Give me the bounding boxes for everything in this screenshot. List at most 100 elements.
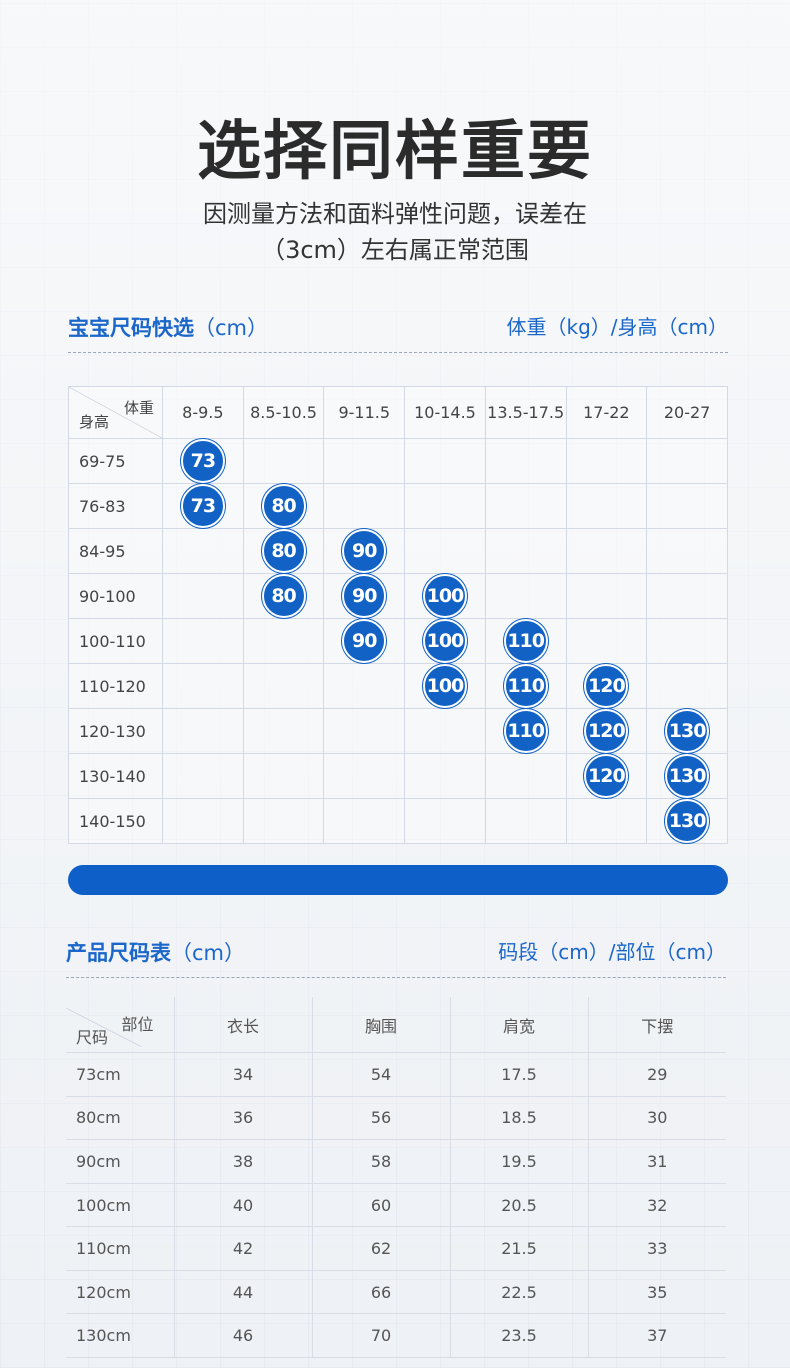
size-badge[interactable]: 90: [342, 619, 387, 663]
grid-cell: 90: [323, 528, 406, 574]
size-badge[interactable]: 80: [261, 574, 306, 618]
grid-cell: [162, 708, 244, 754]
measure-cell: 19.5: [450, 1139, 589, 1184]
size-badge[interactable]: 90: [342, 574, 387, 618]
measure-cell: 54: [312, 1052, 451, 1097]
size-badge[interactable]: 130: [665, 799, 710, 843]
grid-cell: 90: [323, 573, 406, 619]
grid-row: 84-95 80 90: [68, 528, 728, 574]
measure-cell: 29: [588, 1052, 726, 1097]
measure-cell: 58: [312, 1139, 451, 1184]
size-badge[interactable]: 130: [665, 709, 710, 753]
grid-row: 69-75 73: [68, 438, 728, 484]
weight-column-header: 17-22: [565, 386, 648, 439]
measure-column-header: 衣长: [174, 997, 313, 1054]
measure-cell: 56: [312, 1096, 451, 1141]
size-badge[interactable]: 100: [422, 574, 467, 618]
subtitle-line-1: 因测量方法和面料弹性问题，误差在: [203, 200, 587, 228]
size-table-title: 产品尺码表（cm）: [66, 937, 245, 967]
weight-column-header: 10-14.5: [404, 386, 486, 439]
size-badge[interactable]: 100: [422, 619, 467, 663]
grid-cell: [565, 573, 648, 619]
quick-select-axis-label: 体重（kg）/身高（cm）: [506, 315, 729, 339]
size-row-label: 73cm: [66, 1052, 175, 1097]
grid-cell: 130: [646, 798, 728, 844]
size-row-label: 120cm: [66, 1270, 175, 1315]
measure-cell: 35: [588, 1270, 726, 1315]
grid-cell: [242, 618, 325, 664]
corner-height-label: 身高: [79, 413, 110, 431]
quick-select-title: 宝宝尺码快选（cm）: [68, 312, 268, 342]
measure-cell: 42: [174, 1226, 313, 1271]
size-row-label: 80cm: [66, 1096, 175, 1141]
quick-select-header: 宝宝尺码快选（cm） 体重（kg）/身高（cm）: [68, 313, 728, 353]
size-badge[interactable]: 120: [584, 664, 629, 708]
size-row-label: 110cm: [66, 1226, 175, 1271]
grid-row: 140-150 130: [68, 798, 728, 844]
height-row-label: 120-130: [68, 708, 163, 754]
grid-cell: [484, 483, 567, 529]
quick-select-grid: 体重 身高 8-9.5 8.5-10.5 9-11.5 10-14.5 13.5-17.5 1…: [68, 386, 728, 844]
grid-cell: [404, 798, 486, 844]
measure-cell: 22.5: [450, 1270, 589, 1315]
size-table-unit: （cm）: [171, 941, 246, 965]
size-row-label: 90cm: [66, 1139, 175, 1184]
height-row-label: 130-140: [68, 753, 163, 799]
size-badge[interactable]: 80: [261, 484, 306, 528]
measure-cell: 36: [174, 1096, 313, 1141]
grid-cell: [323, 663, 406, 709]
grid-cell: 120: [565, 708, 648, 754]
measure-cell: 30: [588, 1096, 726, 1141]
grid-row: 76-83 73 80: [68, 483, 728, 529]
size-badge[interactable]: 110: [503, 664, 548, 708]
grid-cell: [484, 528, 567, 574]
size-row-label: 100cm: [66, 1183, 175, 1228]
grid-cell: [162, 753, 244, 799]
size-badge[interactable]: 120: [584, 754, 629, 798]
grid-cell: [323, 483, 406, 529]
size-table-row: 80cm 36 56 18.5 30: [66, 1096, 726, 1141]
grid-cell: 110: [484, 663, 567, 709]
height-row-label: 140-150: [68, 798, 163, 844]
grid-cell: [565, 438, 648, 484]
measure-column-header: 胸围: [312, 997, 451, 1054]
grid-cell: [323, 798, 406, 844]
grid-cell: 130: [646, 753, 728, 799]
grid-cell: [404, 528, 486, 574]
grid-row: 90-100 80 90 100: [68, 573, 728, 619]
size-badge[interactable]: 90: [342, 529, 387, 573]
grid-cell: [565, 483, 648, 529]
grid-cell: 100: [404, 663, 486, 709]
grid-cell: [484, 798, 567, 844]
measure-cell: 21.5: [450, 1226, 589, 1271]
size-badge[interactable]: 110: [503, 709, 548, 753]
height-row-label: 84-95: [68, 528, 163, 574]
grid-cell: 100: [404, 573, 486, 619]
grid-row: 100-110 90 100 110: [68, 618, 728, 664]
size-table-header-row: 部位 尺码 衣长 胸围 肩宽 下摆: [66, 997, 726, 1054]
corner-size-label: 尺码: [76, 1028, 109, 1048]
grid-cell: [162, 618, 244, 664]
size-badge[interactable]: 120: [584, 709, 629, 753]
size-badge[interactable]: 110: [503, 619, 548, 663]
measure-column-header: 肩宽: [450, 997, 589, 1054]
measure-cell: 17.5: [450, 1052, 589, 1097]
size-table-row: 110cm 42 62 21.5 33: [66, 1226, 726, 1271]
measure-cell: 62: [312, 1226, 451, 1271]
weight-column-header: 13.5-17.5: [484, 386, 567, 439]
measure-cell: 44: [174, 1270, 313, 1315]
grid-cell: 130: [646, 708, 728, 754]
measure-cell: 38: [174, 1139, 313, 1184]
grid-cell: [646, 438, 728, 484]
quick-select-unit: （cm）: [194, 316, 269, 340]
size-badge[interactable]: 130: [665, 754, 710, 798]
size-badge[interactable]: 80: [261, 529, 306, 573]
size-table-row: 90cm 38 58 19.5 31: [66, 1139, 726, 1184]
grid-cell: [404, 438, 486, 484]
size-badge[interactable]: 73: [180, 484, 225, 528]
grid-cell: [242, 663, 325, 709]
size-badge[interactable]: 100: [422, 664, 467, 708]
size-badge[interactable]: 73: [180, 439, 225, 483]
grid-cell: [242, 753, 325, 799]
